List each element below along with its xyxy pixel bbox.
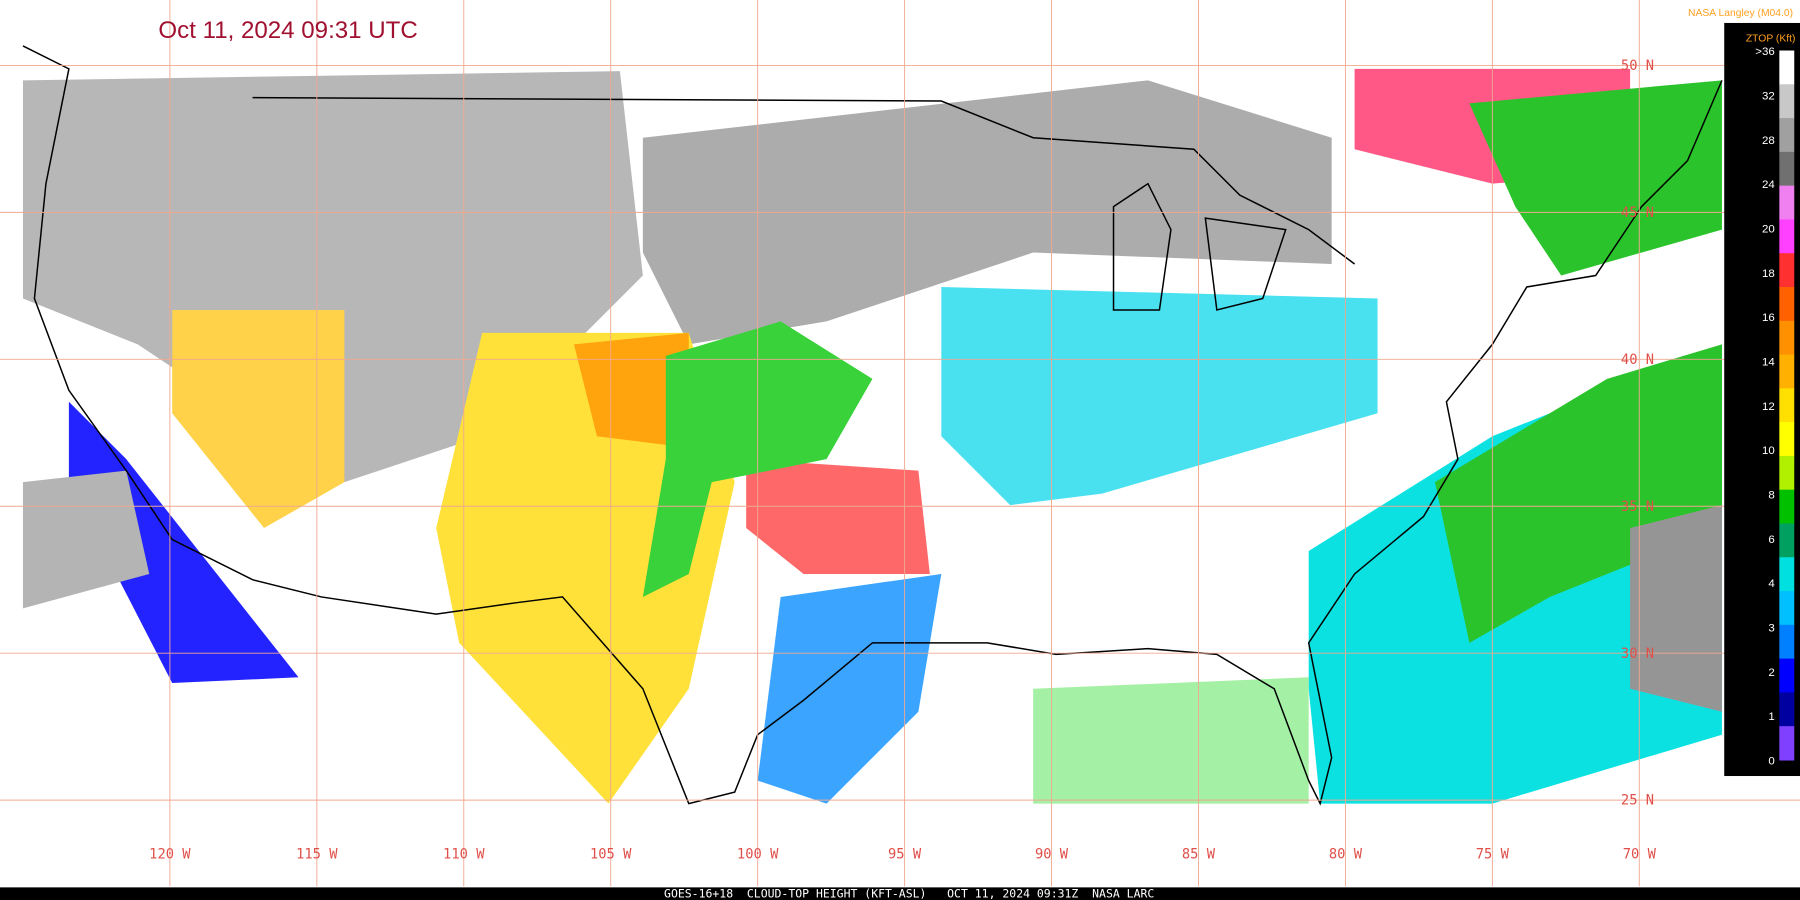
legend-label: 8	[1768, 490, 1774, 502]
latitude-label: 40 N	[1621, 352, 1654, 368]
color-swatch	[1779, 354, 1795, 389]
longitude-label: 100 W	[737, 847, 779, 863]
color-swatch	[1779, 388, 1795, 423]
us-outline	[22, 45, 1723, 806]
color-swatch	[1779, 489, 1795, 525]
color-swatch	[1779, 320, 1795, 356]
latitude-label: 45 N	[1621, 205, 1654, 221]
color-swatch	[1779, 658, 1795, 693]
longitude-label: 75 W	[1476, 847, 1510, 863]
cloud-gray	[22, 470, 150, 609]
latitude-label: 50 N	[1621, 58, 1654, 74]
legend-title: ZTOP (Kft)	[1746, 33, 1796, 44]
legend-label: 2	[1768, 667, 1774, 679]
legend-label: 18	[1762, 268, 1775, 280]
cloud-cyan	[941, 286, 1378, 506]
color-swatch	[1779, 455, 1795, 491]
legend-label: 20	[1762, 223, 1775, 235]
legend-label: 24	[1762, 179, 1775, 191]
cloud-lightgreen	[1033, 677, 1309, 804]
color-swatch	[1779, 422, 1795, 457]
legend-label: 1	[1768, 711, 1774, 723]
legend-label: 6	[1768, 534, 1774, 546]
color-swatch	[1779, 591, 1795, 626]
color-swatch	[1779, 118, 1795, 153]
longitude-label: 90 W	[1035, 847, 1069, 863]
color-swatch	[1779, 557, 1795, 592]
cloud-field	[20, 68, 1722, 804]
longitude-label: 110 W	[443, 847, 485, 863]
color-swatch	[1779, 50, 1795, 85]
cloud-orange	[573, 332, 689, 448]
legend-label: 4	[1768, 578, 1775, 590]
longitude-label: 80 W	[1329, 847, 1363, 863]
color-swatch	[1779, 726, 1795, 761]
legend-label: >36	[1755, 46, 1774, 58]
credit: NASA Langley (M04.0)	[1688, 8, 1793, 19]
coastlines	[22, 45, 1723, 806]
legend-label: 12	[1762, 401, 1775, 413]
cloud-yellow	[436, 332, 735, 804]
longitude-label: 70 W	[1623, 847, 1657, 863]
cloud-gray	[1630, 505, 1722, 712]
footer-text: GOES-16+18 CLOUD-TOP HEIGHT (KFT-ASL) OC…	[664, 887, 1154, 900]
latitude-label: 30 N	[1621, 646, 1654, 662]
longitude-label: 85 W	[1182, 847, 1216, 863]
color-swatch	[1779, 185, 1795, 220]
color-swatch	[1779, 151, 1795, 187]
longitude-label: 120 W	[149, 847, 191, 863]
cloud-blue	[757, 573, 942, 804]
color-swatch	[1779, 624, 1795, 660]
legend-label: 0	[1768, 756, 1774, 768]
northern-border	[252, 96, 1356, 265]
color-swatch	[1779, 253, 1795, 288]
map-title: Oct 11, 2024 09:31 UTC	[158, 17, 417, 44]
legend-label: 3	[1768, 623, 1774, 635]
color-swatch	[1779, 286, 1795, 322]
legend-label: 10	[1762, 445, 1775, 457]
color-swatch	[1779, 523, 1795, 558]
color-swatch	[1779, 84, 1795, 119]
latitude-label: 35 N	[1621, 499, 1654, 515]
cloud-yellow	[172, 309, 345, 529]
longitude-label: 105 W	[590, 847, 632, 863]
great-lakes	[1112, 182, 1287, 311]
longitude-label: 95 W	[888, 847, 922, 863]
color-swatch	[1779, 692, 1795, 727]
legend-label: 16	[1762, 312, 1775, 324]
legend-label: 32	[1762, 90, 1775, 102]
footer-bar	[0, 887, 1800, 900]
cloud-red	[746, 459, 930, 574]
longitude-label: 115 W	[296, 847, 338, 863]
cloud-green	[1469, 80, 1722, 276]
latitude-label: 25 N	[1621, 793, 1654, 809]
cloud-green	[1434, 344, 1722, 643]
legend-label: 28	[1762, 135, 1775, 147]
color-swatch	[1779, 219, 1795, 254]
legend-label: 14	[1762, 356, 1775, 368]
